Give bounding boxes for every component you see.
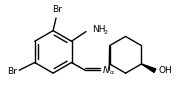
Text: OH: OH: [159, 66, 173, 75]
Text: Br: Br: [52, 5, 62, 14]
Text: N: N: [102, 66, 109, 75]
Text: NH: NH: [92, 25, 105, 34]
Text: α: α: [109, 70, 113, 75]
Polygon shape: [141, 64, 156, 72]
Text: Br: Br: [7, 67, 17, 76]
Text: 2: 2: [103, 30, 107, 35]
